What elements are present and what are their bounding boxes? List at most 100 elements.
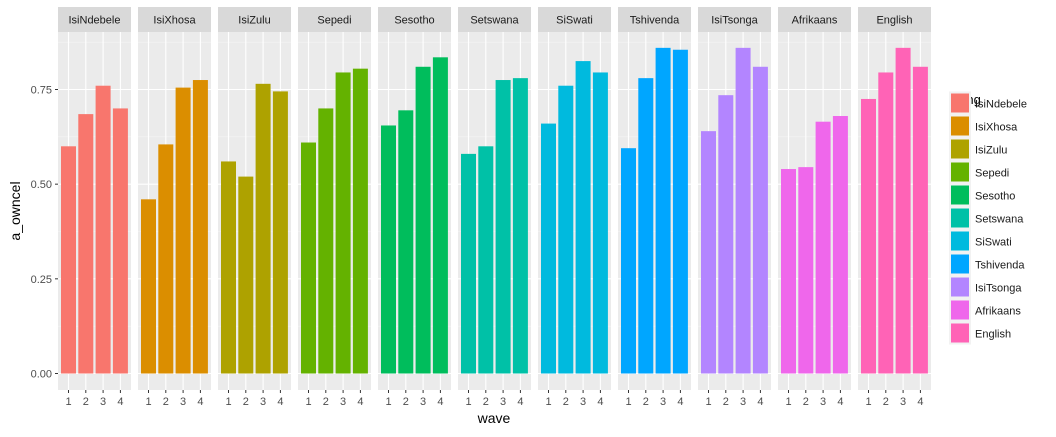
x-tick-label: 2 [483, 396, 489, 408]
legend-label: Sesotho [975, 191, 1015, 203]
legend-item: English [949, 321, 1011, 345]
bar [158, 144, 174, 374]
bar [558, 85, 574, 374]
facet-strip-label: Afrikaans [792, 15, 838, 27]
x-tick-label: 4 [357, 396, 363, 408]
x-tick-label: 1 [305, 396, 311, 408]
bar [335, 72, 351, 374]
bar [895, 47, 911, 374]
bar [272, 91, 288, 374]
facet-strip-label: Sesotho [394, 15, 434, 27]
legend-label: SiSwati [975, 237, 1012, 249]
bar [255, 83, 271, 374]
x-tick-label: 3 [420, 396, 426, 408]
facet-strip [698, 7, 771, 32]
x-tick-label: 3 [820, 396, 826, 408]
facet-panel: Sesotho 1 2 3 4 [378, 7, 451, 408]
legend-swatch [951, 323, 969, 343]
x-tick-label: 2 [883, 396, 889, 408]
legend-swatch [951, 277, 969, 297]
legend-item: SiSwati [949, 229, 1012, 253]
legend-item: Setswana [949, 206, 1024, 230]
bar [95, 85, 111, 374]
legend-item: IsiNdebele [949, 91, 1027, 115]
bar [878, 72, 894, 374]
bar [861, 98, 876, 374]
bar [832, 116, 848, 374]
x-tick-label: 3 [900, 396, 906, 408]
bar [432, 57, 448, 374]
facet-strip [58, 7, 131, 32]
legend-label: IsiXhosa [975, 122, 1018, 134]
x-tick-label: 1 [145, 396, 151, 408]
bar [141, 199, 156, 374]
bar [541, 123, 556, 374]
facet-panel: IsiTsonga 1 2 3 4 [698, 7, 771, 408]
x-tick-label: 3 [500, 396, 506, 408]
x-tick-label: 1 [545, 396, 551, 408]
x-tick-label: 4 [677, 396, 683, 408]
bar [495, 80, 511, 374]
x-tick-label: 1 [385, 396, 391, 408]
facet-strip [858, 7, 931, 32]
x-tick-label: 3 [100, 396, 106, 408]
x-tick-label: 4 [917, 396, 923, 408]
x-tick-label: 1 [785, 396, 791, 408]
facet-strip [778, 7, 851, 32]
bar [175, 87, 191, 374]
legend-label: IsiNdebele [975, 99, 1027, 111]
bar [61, 146, 76, 374]
facet-strip-label: SiSwati [556, 15, 593, 27]
facet-panel: Tshivenda 1 2 3 4 [618, 7, 691, 408]
legend-label: IsiZulu [975, 145, 1007, 157]
legend-swatch [951, 254, 969, 274]
x-tick-label: 3 [740, 396, 746, 408]
x-axis-label: wave [477, 410, 511, 426]
bar [238, 176, 254, 374]
x-tick-label: 4 [597, 396, 603, 408]
x-tick-label: 1 [65, 396, 71, 408]
x-tick-label: 4 [437, 396, 443, 408]
facet-panel: English 1 2 3 4 [858, 7, 931, 408]
legend-item: Sesotho [949, 183, 1015, 207]
bar [461, 153, 476, 374]
facet-strip [458, 7, 531, 32]
legend-label: Sepedi [975, 168, 1009, 180]
facet-panel: IsiNdebele 1 2 3 4 [58, 7, 131, 408]
facet-panel: SiSwati 1 2 3 4 [538, 7, 611, 408]
y-tick-label: 0.50 [31, 179, 52, 191]
x-tick-label: 2 [243, 396, 249, 408]
bar [415, 66, 431, 374]
facet-strip-label: IsiXhosa [153, 15, 196, 27]
bar [752, 66, 768, 374]
bar [798, 167, 814, 374]
x-tick-label: 2 [403, 396, 409, 408]
x-tick-label: 2 [83, 396, 89, 408]
legend-swatch [951, 231, 969, 251]
y-tick-label: 0.75 [31, 85, 52, 97]
bar [512, 78, 528, 374]
x-tick-label: 1 [705, 396, 711, 408]
x-tick-label: 1 [465, 396, 471, 408]
facet-strip-label: Tshivenda [630, 15, 680, 27]
bar [192, 80, 208, 374]
facet-strip-label: English [876, 15, 912, 27]
facet-strip [538, 7, 611, 32]
bar [735, 47, 751, 374]
facet-panel: IsiZulu 1 2 3 4 [218, 7, 291, 408]
legend-item: Sepedi [949, 160, 1009, 184]
x-tick-label: 2 [723, 396, 729, 408]
x-tick-label: 4 [277, 396, 283, 408]
facet-strip [298, 7, 371, 32]
legend-label: Tshivenda [975, 260, 1025, 272]
bar [78, 114, 94, 374]
x-tick-label: 1 [225, 396, 231, 408]
legend-item: IsiZulu [949, 137, 1007, 161]
y-tick-label: 0.00 [31, 369, 52, 381]
legend-swatch [951, 185, 969, 205]
bar [638, 78, 654, 374]
x-tick-label: 3 [180, 396, 186, 408]
legend-swatch [951, 162, 969, 182]
